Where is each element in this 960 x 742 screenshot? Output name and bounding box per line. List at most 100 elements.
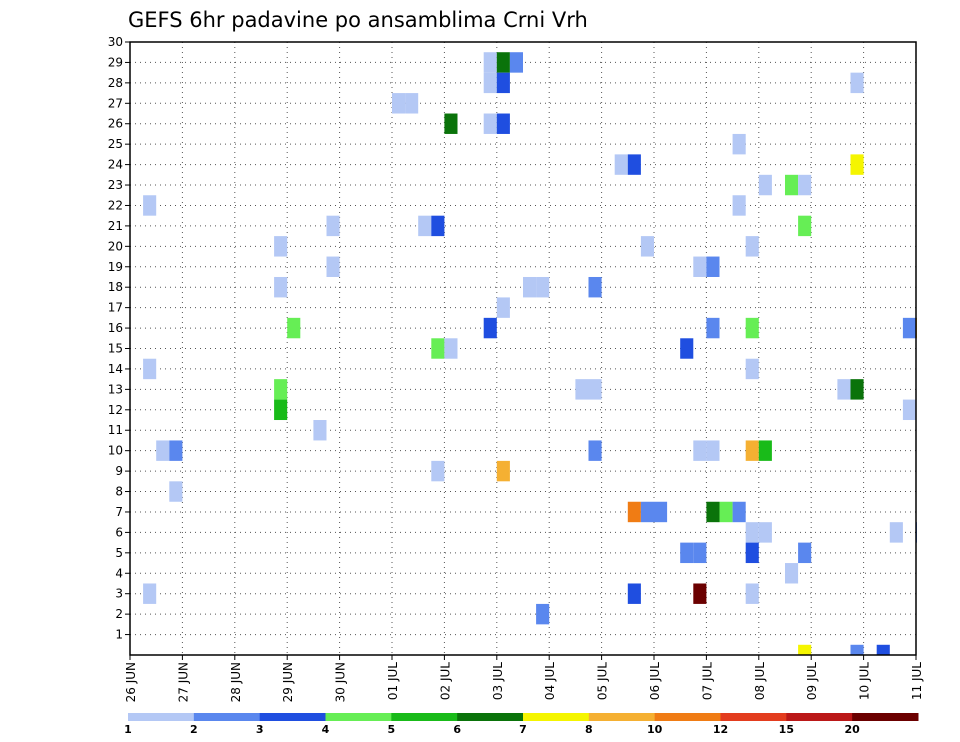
precipitation-cell (706, 501, 720, 523)
y-tick-label: 2 (115, 607, 123, 621)
precipitation-cell (785, 563, 799, 584)
precipitation-cell (405, 93, 419, 114)
precipitation-cell (614, 154, 628, 175)
precipitation-cell (496, 460, 510, 482)
precipitation-cell (706, 317, 720, 339)
precipitation-cell (392, 93, 406, 114)
precipitation-cell (444, 113, 458, 134)
x-tick-label: 27 JUN (176, 662, 190, 702)
legend-color-swatch (523, 713, 590, 721)
legend-color-swatch (852, 713, 919, 721)
y-tick-label: 11 (108, 423, 123, 437)
precipitation-cell (850, 154, 864, 175)
x-tick-label: 02 JUL (438, 662, 452, 700)
precipitation-cell (274, 379, 288, 400)
precipitation-cell (496, 52, 510, 73)
precipitation-cell (850, 644, 864, 655)
precipitation-cell (693, 440, 707, 461)
y-tick-label: 1 (115, 628, 123, 642)
precipitation-cell (496, 297, 510, 318)
legend-color-swatch (193, 713, 261, 721)
precipitation-cell (483, 317, 497, 339)
precipitation-cell (536, 276, 550, 298)
precipitation-cell (523, 276, 537, 298)
y-tick-label: 13 (108, 382, 123, 396)
precipitation-cell (483, 72, 497, 94)
y-tick-label: 27 (108, 96, 123, 110)
y-tick-label: 23 (108, 178, 123, 192)
precipitation-cell (640, 501, 654, 523)
precipitation-cell (758, 522, 772, 543)
precipitation-cell (313, 420, 327, 441)
precipitation-cell (143, 358, 157, 380)
x-tick-label: 11 JUL (910, 662, 924, 700)
precipitation-cell (274, 399, 288, 421)
x-tick-label: 03 JUL (491, 662, 505, 700)
x-tick-label: 01 JUL (386, 662, 400, 700)
x-tick-label: 05 JUL (596, 662, 610, 700)
x-tick-label: 26 JUN (124, 662, 138, 702)
y-tick-label: 3 (115, 587, 123, 601)
precipitation-cell (850, 379, 864, 400)
precipitation-cell (287, 317, 301, 339)
precipitation-cell (274, 276, 288, 298)
y-tick-label: 5 (115, 546, 123, 560)
legend-label: 7 (519, 723, 527, 736)
x-tick-label: 04 JUL (543, 662, 557, 700)
x-tick-label: 09 JUL (805, 662, 819, 700)
x-tick-label: 30 JUN (334, 662, 348, 702)
precipitation-cell (758, 174, 772, 196)
legend-label: 3 (256, 723, 264, 736)
legend-label: 5 (388, 723, 396, 736)
x-tick-label: 28 JUN (229, 662, 243, 702)
y-tick-label: 21 (108, 219, 123, 233)
precipitation-cell (798, 542, 812, 564)
precipitation-cell (169, 440, 183, 461)
precipitation-cell (876, 644, 890, 655)
legend-color-swatch (457, 713, 524, 721)
precipitation-cell (745, 317, 759, 339)
precipitation-cell (758, 440, 772, 461)
y-tick-label: 6 (115, 525, 123, 539)
y-tick-label: 10 (108, 444, 123, 458)
legend-color-swatch (325, 713, 392, 721)
precipitation-cell (798, 174, 812, 196)
y-tick-label: 8 (115, 485, 123, 499)
grid-lines (130, 42, 916, 655)
precipitation-cell (274, 236, 288, 257)
precipitation-cell (889, 522, 903, 543)
precipitation-cell (326, 215, 340, 237)
y-tick-label: 16 (108, 321, 123, 335)
y-tick-label: 14 (108, 362, 123, 376)
legend-color-swatch (786, 713, 853, 721)
legend-color-swatch (391, 713, 458, 721)
precipitation-cell (719, 501, 733, 523)
legend-label: 15 (779, 723, 794, 736)
legend-label: 12 (713, 723, 728, 736)
precipitation-cell (588, 276, 602, 298)
legend-color-swatch (259, 713, 326, 721)
precipitation-cell (169, 481, 183, 502)
precipitation-cell (798, 215, 812, 237)
y-tick-label: 20 (108, 239, 123, 253)
precipitation-cell (588, 440, 602, 461)
precipitation-cell (431, 215, 445, 237)
precipitation-cell (654, 501, 668, 523)
precipitation-cell (143, 583, 157, 604)
y-tick-label: 25 (108, 137, 123, 151)
precipitation-cell (785, 174, 799, 196)
x-tick-label: 06 JUL (648, 662, 662, 700)
precipitation-cell (745, 358, 759, 380)
y-tick-label: 24 (108, 158, 123, 172)
x-tick-label: 07 JUL (700, 662, 714, 700)
precipitation-cell (745, 440, 759, 461)
precipitation-cell (431, 338, 445, 359)
y-tick-label: 7 (115, 505, 123, 519)
precipitation-cell (680, 542, 694, 564)
precipitation-cell (706, 440, 720, 461)
axis-ticks: 1234567891011121314151617181920212223242… (108, 35, 924, 702)
precipitation-cell (680, 338, 694, 359)
legend-label: 4 (322, 723, 330, 736)
precipitation-cell (627, 583, 641, 604)
